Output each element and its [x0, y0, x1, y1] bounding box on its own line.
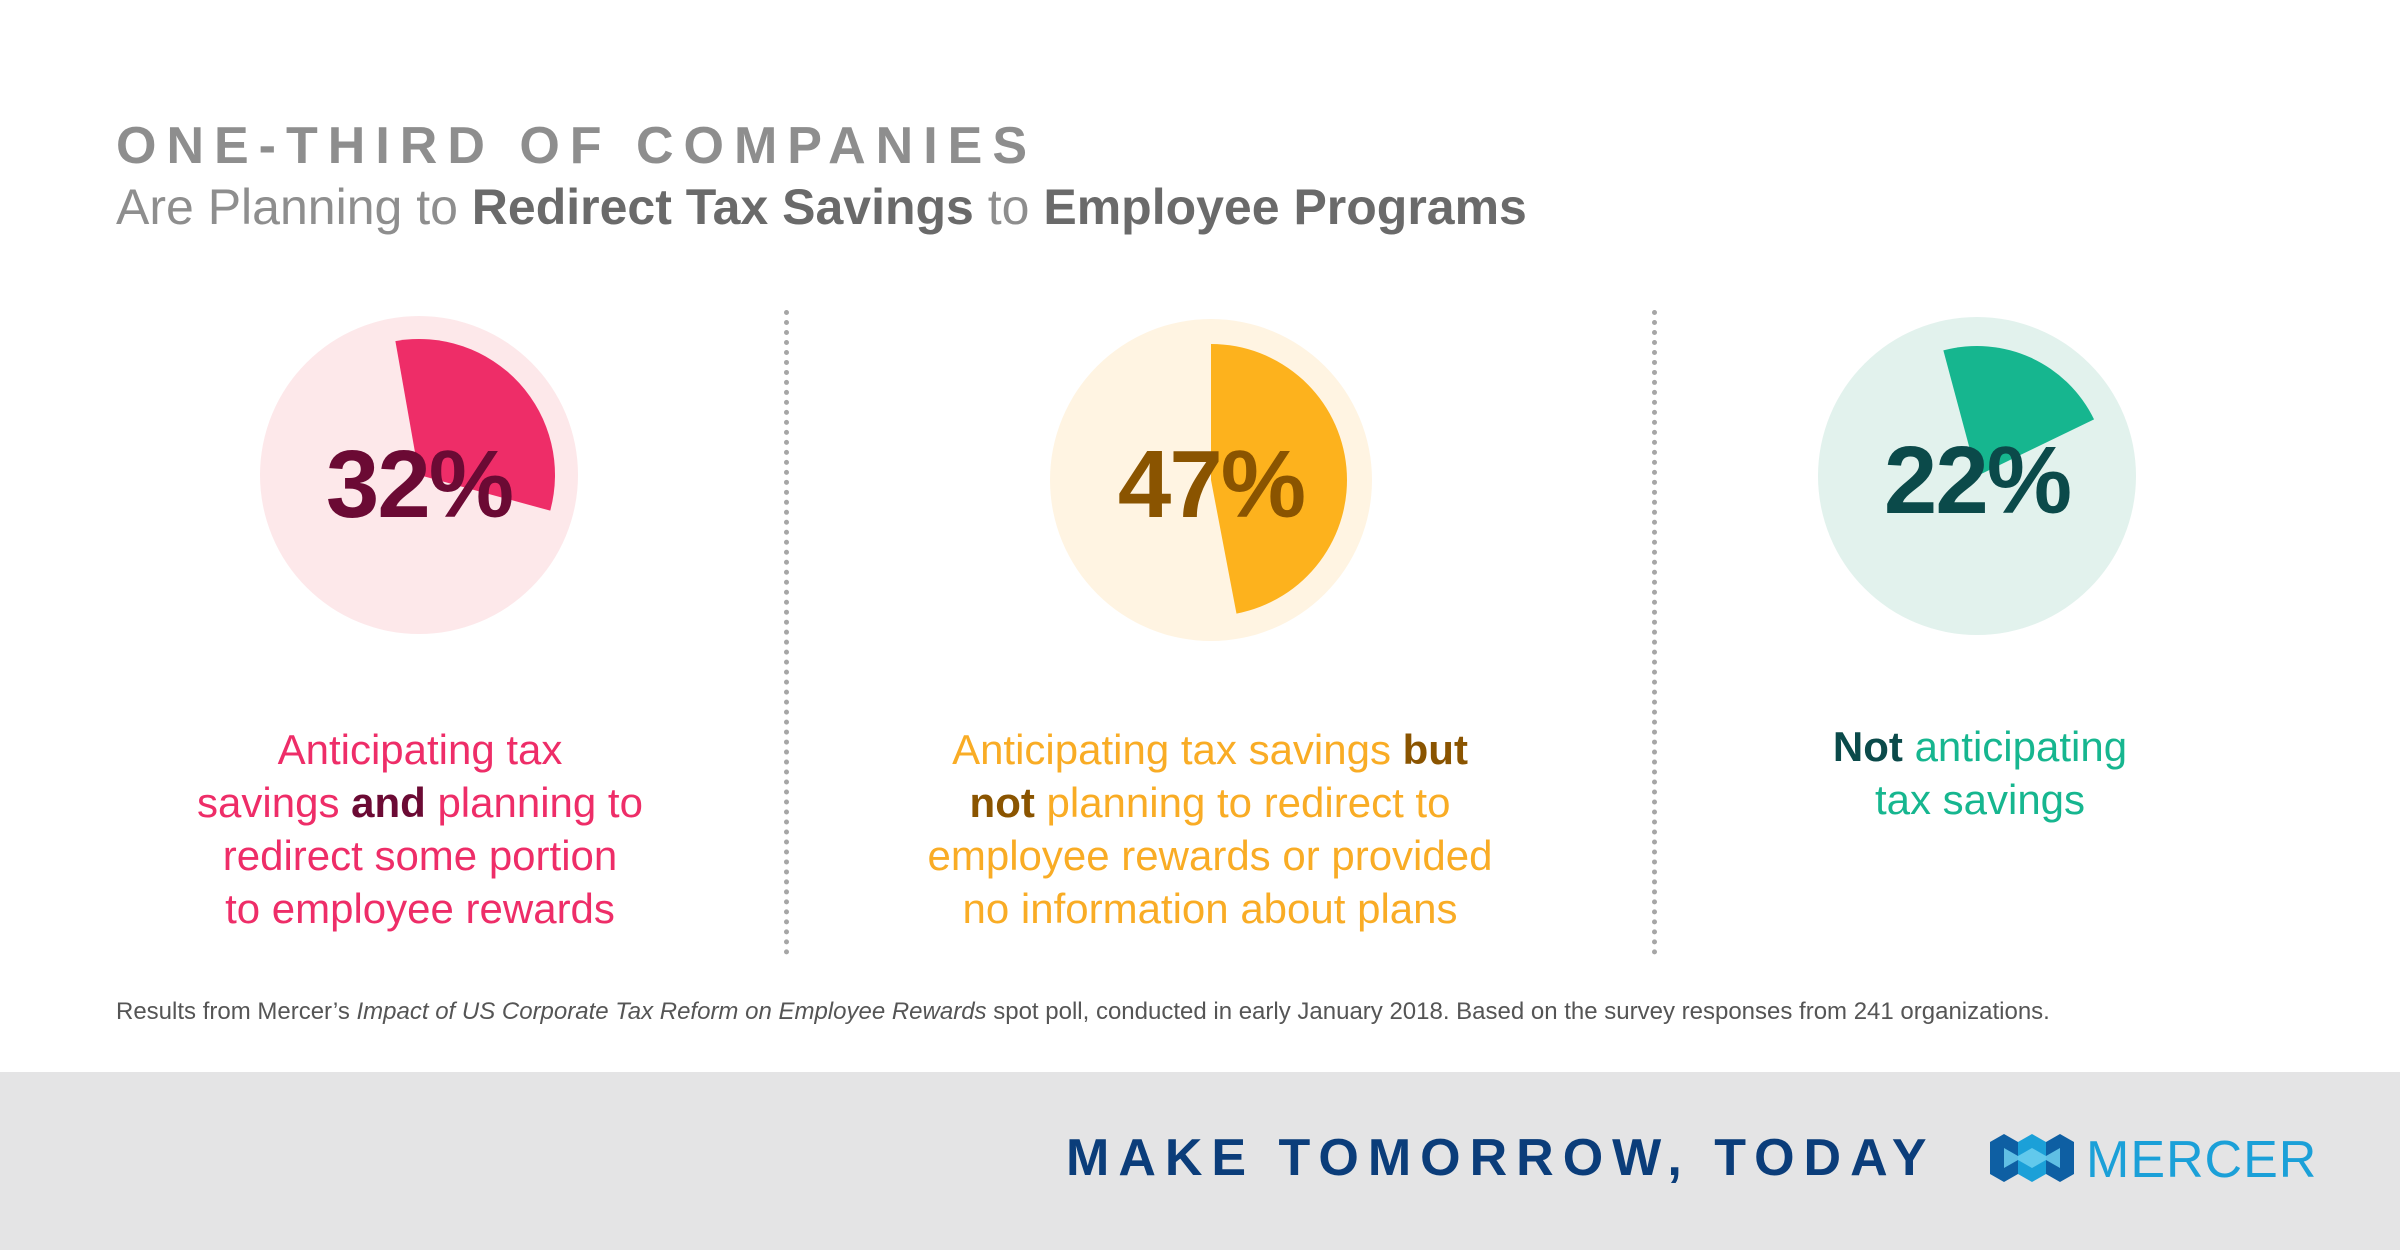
caption-not-planning: Anticipating tax savings but not planning…: [860, 723, 1560, 935]
caption-text: to employee rewards: [225, 885, 615, 932]
caption-text: anticipating: [1902, 723, 2128, 770]
caption-line: Not anticipating: [1700, 720, 2260, 773]
source-footnote: Results from Mercer’s Impact of US Corpo…: [116, 998, 2050, 1026]
caption-line: employee rewards or provided: [860, 829, 1560, 882]
page-subtitle: Are Planning to Redirect Tax Savings to …: [116, 178, 1527, 236]
caption-text: no information about plans: [962, 885, 1458, 932]
mercer-logo-icon: [1990, 1134, 2074, 1182]
caption-text: tax savings: [1874, 776, 2086, 823]
caption-planning-redirect: Anticipating tax savings and planning to r…: [120, 723, 720, 935]
caption-line: to employee rewards: [120, 882, 720, 935]
pie-slice-22: [1943, 346, 2095, 476]
subtitle-part: to: [973, 179, 1044, 235]
caption-emphasis: and: [351, 779, 426, 826]
caption-line: Anticipating tax savings but: [860, 723, 1560, 776]
footnote-text: Results from Mercer’s: [116, 998, 357, 1025]
subtitle-part-strong: Redirect Tax Savings: [471, 179, 974, 235]
footnote-text: spot poll, conducted in early January 20…: [986, 998, 2050, 1025]
pie-value-label-32: 32%: [325, 431, 514, 538]
caption-line: Anticipating tax: [120, 723, 720, 776]
caption-text: employee rewards or provided: [927, 832, 1493, 879]
caption-text: savings: [197, 779, 352, 826]
caption-emphasis: but: [1402, 726, 1468, 773]
footer-tagline: MAKE TOMORROW, TODAY: [1066, 1129, 1936, 1187]
caption-line: not planning to redirect to: [860, 776, 1560, 829]
caption-not-anticipating: Not anticipating tax savings: [1700, 720, 2260, 826]
pie-charts: [260, 316, 2136, 641]
caption-line: savings and planning to: [120, 776, 720, 829]
mercer-brand-name: MERCER: [2086, 1131, 2318, 1189]
pie-value-label-22: 22%: [1883, 427, 2072, 534]
caption-emphasis: not: [969, 779, 1035, 826]
subtitle-part-strong: Employee Programs: [1043, 179, 1527, 235]
pie-slice-47: [1211, 344, 1348, 614]
caption-text: Anticipating tax: [277, 726, 563, 773]
pie-value-label-47: 47%: [1117, 431, 1306, 538]
page-kicker: ONE-THIRD OF COMPANIES: [116, 117, 1038, 175]
caption-text: planning to redirect to: [1034, 779, 1451, 826]
caption-line: tax savings: [1700, 773, 2260, 826]
subtitle-part: Are Planning to: [116, 179, 472, 235]
caption-text: Anticipating tax savings: [952, 726, 1403, 773]
caption-line: redirect some portion: [120, 829, 720, 882]
pie-slice-32: [395, 338, 555, 511]
column-divider: [784, 310, 789, 955]
caption-line: no information about plans: [860, 882, 1560, 935]
footnote-report-title: Impact of US Corporate Tax Reform on Emp…: [356, 998, 987, 1025]
caption-emphasis: Not: [1832, 723, 1903, 770]
caption-text: planning to: [425, 779, 643, 826]
caption-text: redirect some portion: [222, 832, 618, 879]
column-divider: [1652, 310, 1657, 955]
